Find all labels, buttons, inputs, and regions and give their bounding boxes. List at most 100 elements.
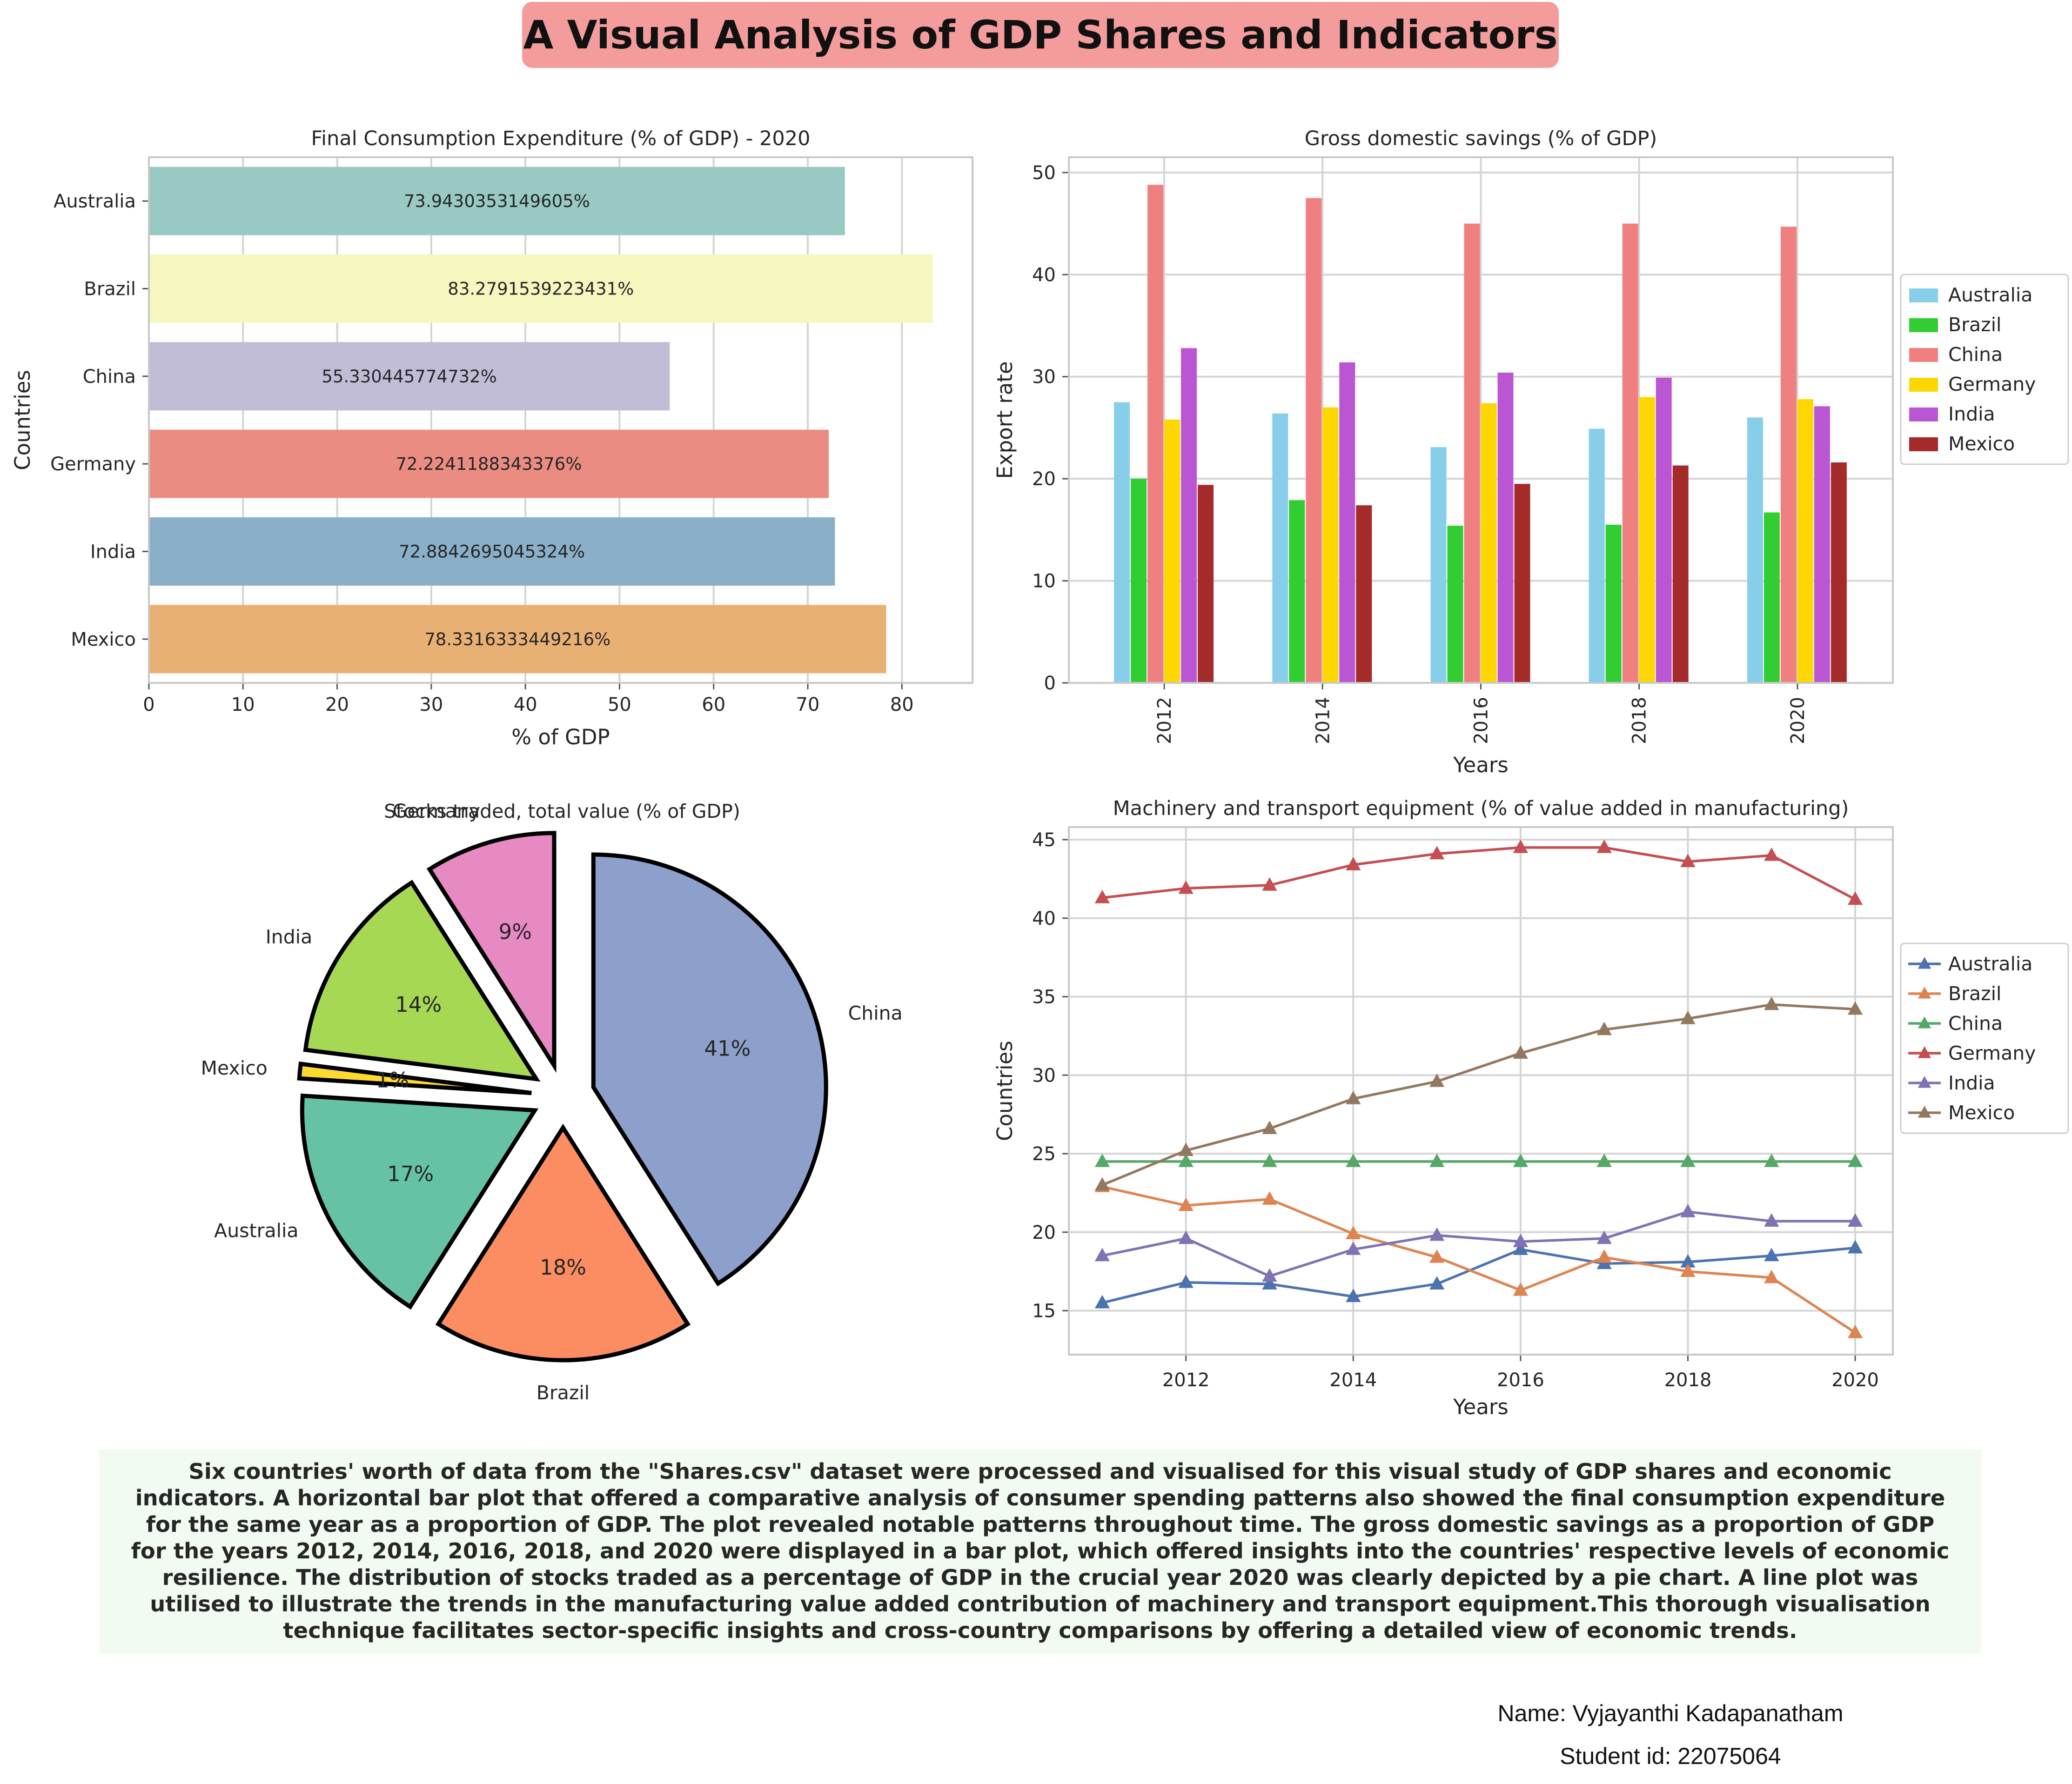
legend-label: Australia [1948, 284, 2032, 306]
point-india [1346, 1241, 1361, 1255]
legend-label: Mexico [1948, 433, 2015, 455]
legend-marker [1918, 1076, 1931, 1088]
bar-mexico-2020 [1831, 462, 1847, 683]
x-tick-label: 2012 [1154, 697, 1175, 744]
bar-brazil-2016 [1447, 526, 1463, 683]
point-mexico [1764, 996, 1779, 1010]
point-india [1680, 1203, 1696, 1217]
x-tick-label: 40 [514, 694, 537, 715]
point-australia [1513, 1241, 1529, 1255]
y-tick-label: 30 [1032, 1065, 1056, 1086]
y-tick-label: 0 [1044, 673, 1056, 694]
bar-india-2012 [1181, 348, 1197, 683]
y-tick-label: Germany [50, 454, 136, 475]
pie-category-label: China [848, 1002, 903, 1024]
legend-label: India [1948, 1072, 1995, 1094]
point-india [1178, 1230, 1194, 1244]
y-tick-label: China [83, 366, 136, 388]
bar-australia-2012 [1114, 402, 1130, 683]
point-brazil [1513, 1282, 1529, 1296]
bar-mexico-2012 [1198, 485, 1214, 683]
consumption-expenditure-chart: 0 10 20 30 40 50 60 70 80 Australia 73.94303531496… [10, 127, 973, 749]
bar-australia-2018 [1589, 428, 1605, 683]
pie-slice-australia [300, 1093, 539, 1310]
point-australia [1764, 1248, 1779, 1262]
point-germany [1346, 857, 1361, 870]
point-india [1596, 1230, 1612, 1244]
line-mexico [1101, 1003, 1856, 1187]
y-tick-label: 25 [1032, 1143, 1056, 1165]
point-india [1847, 1213, 1863, 1227]
point-mexico [1178, 1143, 1194, 1156]
point-brazil [1429, 1249, 1445, 1263]
bar-china-2018 [1622, 223, 1638, 683]
pie-percent-label: 14% [395, 992, 442, 1017]
legend-box [1900, 274, 2069, 465]
legend-box [1900, 942, 2069, 1134]
point-australia [1094, 1295, 1110, 1309]
bar-china [149, 342, 670, 411]
legend-marker [1918, 957, 1931, 969]
x-tick-label: 80 [890, 694, 914, 715]
author-name: Name: Vyjayanthi Kadapanatham [1497, 1700, 1844, 1726]
point-china [1764, 1153, 1779, 1167]
y-tick-label: 45 [1032, 829, 1056, 851]
point-germany [1429, 846, 1445, 860]
x-tick-label: 10 [231, 694, 255, 715]
y-tick-label: 50 [1032, 162, 1056, 184]
point-china [1094, 1153, 1110, 1167]
y-tick-label: 40 [1032, 264, 1056, 286]
bar-data-label: 72.2241188343376% [396, 454, 582, 474]
pie-percent-label: 41% [704, 1036, 751, 1061]
legend-marker [1918, 1016, 1931, 1029]
bar-china-2014 [1306, 198, 1322, 683]
point-india [1513, 1234, 1529, 1247]
pie-slice-brazil [435, 1123, 691, 1363]
chart-title: Stocks traded, total value (% of GDP) [384, 800, 740, 822]
point-brazil [1847, 1324, 1863, 1338]
point-australia [1680, 1254, 1696, 1268]
legend-label: Germany [1948, 373, 2036, 395]
bar-australia-2016 [1430, 447, 1447, 683]
x-tick-label: 2012 [1162, 1370, 1210, 1391]
pie-category-label: Germany [393, 800, 480, 822]
bar-brazil-2020 [1764, 512, 1780, 683]
bar-germany-2012 [1164, 419, 1180, 683]
legend-marker [1918, 1106, 1931, 1118]
x-tick-label: 60 [702, 694, 725, 715]
bar-mexico-2014 [1356, 505, 1372, 683]
pie-slice-china [591, 852, 828, 1287]
point-mexico [1094, 1177, 1110, 1191]
bar-china-2020 [1780, 227, 1797, 683]
line-australia [1102, 1246, 1856, 1304]
bar-india-2016 [1497, 372, 1514, 683]
x-tick-label: 20 [325, 694, 349, 715]
plot-area [149, 157, 972, 683]
y-axis-label: Export rate [992, 361, 1017, 479]
x-axis-label: % of GDP [511, 725, 610, 749]
line-india [1102, 1210, 1856, 1278]
point-china [1513, 1153, 1529, 1167]
chart-title: Machinery and transport equipment (% of … [1113, 797, 1849, 820]
point-china [1346, 1153, 1361, 1167]
y-tick-label: 20 [1032, 1222, 1056, 1243]
bar-india-2014 [1339, 362, 1355, 683]
point-brazil [1596, 1249, 1612, 1263]
x-tick-label: 2020 [1787, 697, 1809, 744]
pie-percent-label: 1% [376, 1068, 409, 1092]
point-germany [1596, 839, 1612, 853]
y-tick-label: Mexico [71, 629, 136, 650]
plot-frame [148, 156, 973, 684]
point-china [1680, 1153, 1696, 1167]
y-tick-label: 15 [1032, 1301, 1056, 1322]
pie-percent-label: 17% [387, 1162, 434, 1186]
point-brazil [1346, 1226, 1361, 1240]
line-brazil [1102, 1185, 1856, 1334]
point-germany [1680, 854, 1696, 868]
legend-label: Australia [1948, 953, 2032, 975]
bar-brazil-2014 [1289, 500, 1305, 683]
y-tick-label: Brazil [84, 279, 136, 300]
main-title: A Visual Analysis of GDP Shares and Indi… [522, 2, 1559, 68]
bar-germany-2018 [1639, 397, 1655, 683]
